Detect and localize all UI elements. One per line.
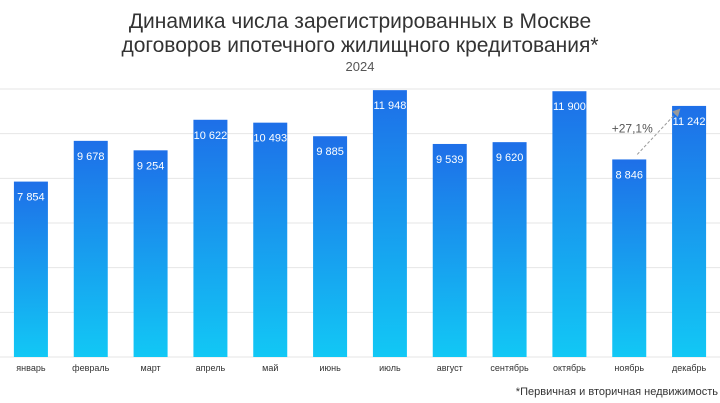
- growth-annotation: +27,1%: [612, 121, 653, 135]
- category-label: январь: [16, 363, 46, 373]
- data-label: 11 242: [673, 116, 706, 128]
- data-label: 11 900: [553, 101, 586, 113]
- category-label: февраль: [72, 363, 109, 373]
- data-label: 9 539: [436, 154, 464, 166]
- category-label: август: [437, 363, 463, 373]
- data-label: 7 854: [17, 192, 45, 204]
- category-label: июнь: [319, 363, 341, 373]
- category-label: июль: [379, 363, 401, 373]
- data-label: 9 885: [316, 146, 344, 158]
- chart-title-line1: Динамика числа зарегистрированных в Моск…: [128, 10, 592, 33]
- chart-title-line2: договоров ипотечного жилищного кредитова…: [121, 34, 599, 57]
- bar-январь: [13, 181, 48, 357]
- bar-август: [432, 143, 467, 357]
- data-label: 9 620: [496, 152, 524, 164]
- bar-сентябрь: [492, 142, 527, 357]
- data-label: 11 948: [374, 100, 407, 112]
- bar-февраль: [73, 140, 108, 357]
- footnote: *Первичная и вторичная недвижимость: [515, 386, 718, 398]
- bar-июль: [372, 90, 407, 358]
- chart-subtitle: 2024: [345, 59, 375, 74]
- category-label: декабрь: [672, 363, 707, 373]
- bar-март: [133, 150, 168, 357]
- data-label: 10 493: [253, 133, 287, 145]
- bar-май: [253, 122, 288, 357]
- category-label: март: [141, 363, 161, 373]
- bar-октябрь: [552, 91, 587, 357]
- data-label: 10 622: [194, 130, 228, 142]
- bar-июнь: [313, 136, 348, 357]
- category-label: май: [262, 363, 278, 373]
- category-label: апрель: [196, 363, 226, 373]
- bar-ноябрь: [612, 159, 647, 357]
- data-label: 9 254: [137, 160, 165, 172]
- category-label: сентябрь: [490, 363, 529, 373]
- data-label: 9 678: [77, 151, 105, 163]
- growth-arrow: [636, 108, 681, 155]
- category-label: ноябрь: [614, 363, 644, 373]
- bar-декабрь: [672, 105, 707, 357]
- bar-апрель: [193, 119, 228, 357]
- data-label: 8 846: [615, 169, 643, 181]
- category-label: октябрь: [553, 363, 586, 373]
